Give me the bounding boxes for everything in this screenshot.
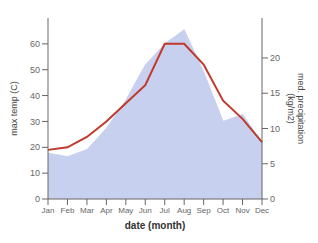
svg-text:10: 10 <box>270 124 280 134</box>
svg-text:50: 50 <box>30 65 40 75</box>
svg-text:20: 20 <box>30 142 40 152</box>
svg-text:15: 15 <box>270 88 280 98</box>
svg-text:60: 60 <box>30 39 40 49</box>
svg-text:10: 10 <box>30 168 40 178</box>
svg-text:Jul: Jul <box>160 206 170 215</box>
svg-text:30: 30 <box>30 117 40 127</box>
svg-text:Mar: Mar <box>80 206 94 215</box>
svg-text:med. precipitation(kg/m2): med. precipitation(kg/m2) <box>286 73 306 144</box>
svg-text:date (month): date (month) <box>125 220 186 231</box>
svg-text:Dec: Dec <box>255 206 269 215</box>
svg-text:Apr: Apr <box>100 206 113 215</box>
svg-text:Nov: Nov <box>235 206 249 215</box>
svg-text:20: 20 <box>270 53 280 63</box>
svg-text:Jan: Jan <box>42 206 55 215</box>
svg-text:5: 5 <box>270 159 275 169</box>
svg-text:Jun: Jun <box>139 206 152 215</box>
svg-text:max temp (C): max temp (C) <box>9 81 19 136</box>
svg-text:40: 40 <box>30 91 40 101</box>
svg-text:Aug: Aug <box>177 206 191 215</box>
svg-text:Oct: Oct <box>217 206 230 215</box>
svg-text:0: 0 <box>35 194 40 204</box>
svg-text:May: May <box>118 206 133 215</box>
svg-text:Sep: Sep <box>197 206 212 215</box>
svg-text:Feb: Feb <box>61 206 75 215</box>
svg-text:0: 0 <box>270 194 275 204</box>
